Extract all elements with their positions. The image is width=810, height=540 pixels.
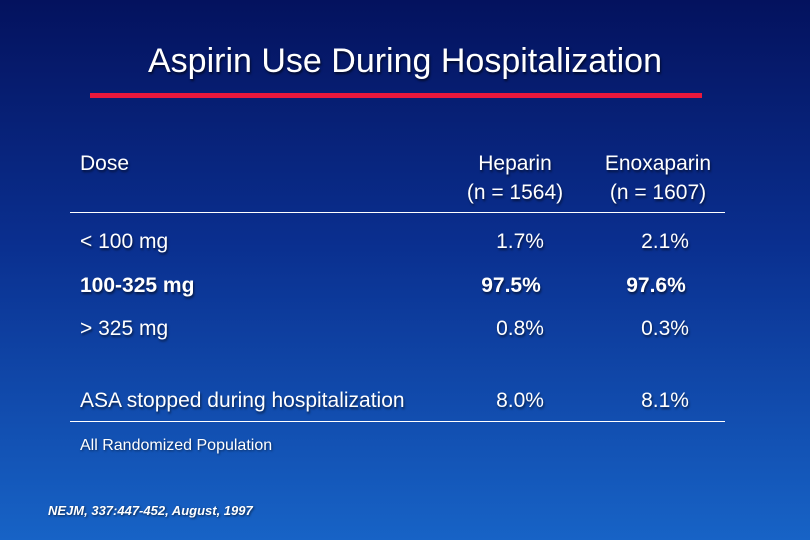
citation: NEJM, 337:447-452, August, 1997	[48, 503, 253, 518]
row-enoxaparin-value: 0.3%	[641, 317, 689, 340]
slide-title: Aspirin Use During Hospitalization	[147, 42, 662, 80]
row-heparin-value: 8.0%	[496, 389, 544, 412]
header-enoxaparin-n: (n = 1607)	[609, 181, 707, 204]
row-enoxaparin-value: 97.6%	[626, 274, 686, 297]
row-enoxaparin-value: 2.1%	[641, 230, 689, 253]
table-bottom-divider	[70, 421, 725, 422]
row-dose: < 100 mg	[80, 230, 169, 253]
header-enoxaparin-name: Enoxaparin	[604, 152, 712, 175]
header-dose: Dose	[80, 152, 130, 175]
title-underline	[90, 93, 702, 98]
row-heparin-value: 0.8%	[496, 317, 544, 340]
row-dose: > 325 mg	[80, 317, 169, 340]
population-footnote: All Randomized Population	[80, 437, 273, 454]
header-heparin-name: Heparin	[478, 152, 552, 175]
row-dose: ASA stopped during hospitalization	[80, 389, 405, 412]
header-divider	[70, 212, 725, 213]
row-heparin-value: 1.7%	[496, 230, 544, 253]
header-heparin-n: (n = 1564)	[466, 181, 564, 204]
row-dose: 100-325 mg	[80, 274, 195, 297]
row-heparin-value: 97.5%	[481, 274, 541, 297]
row-enoxaparin-value: 8.1%	[641, 389, 689, 412]
